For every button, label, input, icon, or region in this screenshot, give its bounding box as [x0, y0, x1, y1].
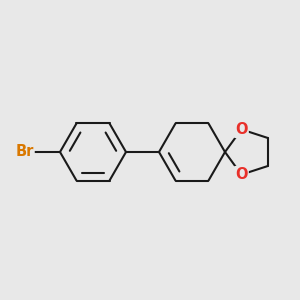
Text: Br: Br [15, 145, 34, 160]
Text: O: O [235, 167, 248, 182]
Text: O: O [235, 122, 248, 137]
